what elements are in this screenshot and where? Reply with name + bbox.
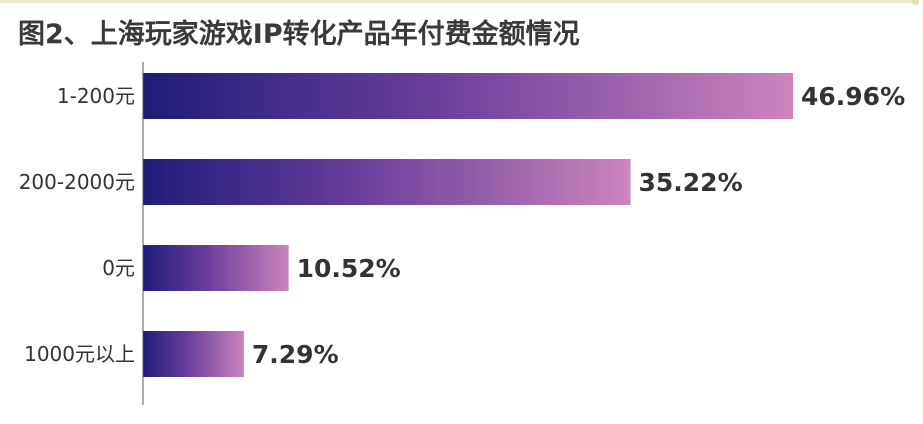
category-label-2: 0元: [102, 256, 135, 280]
bar-2: [143, 245, 289, 291]
category-label-0: 1-200元: [57, 84, 135, 108]
value-label-1: 35.22%: [639, 168, 743, 197]
chart-title: 图2、上海玩家游戏IP转化产品年付费金额情况: [18, 19, 580, 50]
top-decorative-rule: [0, 0, 915, 3]
category-label-3: 1000元以上: [24, 342, 135, 366]
value-label-2: 10.52%: [297, 254, 401, 283]
value-label-3: 7.29%: [252, 340, 339, 369]
bar-0: [143, 73, 793, 119]
category-label-1: 200-2000元: [19, 170, 135, 194]
bar-1: [143, 159, 631, 205]
top-decorative-dot: [912, 0, 919, 5]
bar-3: [143, 331, 244, 377]
bars-layer: 1-200元 46.96% 200-2000元 35.22% 0元 10.52% 1000元…: [19, 73, 905, 377]
value-label-0: 46.96%: [801, 82, 905, 111]
